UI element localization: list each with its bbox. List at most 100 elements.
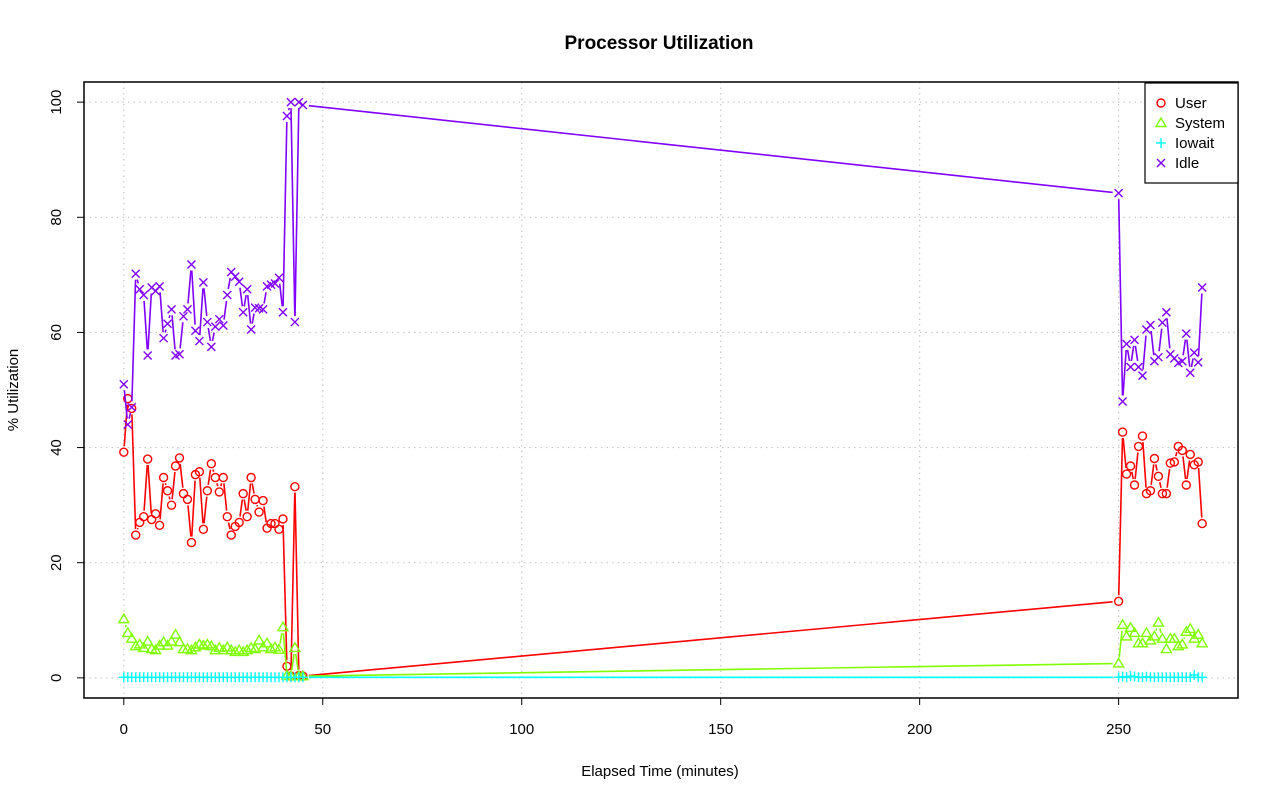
- data-point-user: [1133, 441, 1144, 452]
- data-point-user: [162, 486, 173, 496]
- data-point-system: [117, 612, 131, 624]
- data-point-user: [242, 511, 252, 522]
- data-point-user: [166, 500, 177, 510]
- data-point-system: [276, 620, 290, 632]
- data-point-user: [119, 447, 129, 457]
- legend-marker-user: [1156, 98, 1166, 108]
- plot-frame: [83, 81, 1239, 699]
- data-point-system: [1180, 625, 1193, 636]
- series-line-segment-idle: [159, 292, 164, 333]
- data-point-system: [185, 643, 198, 655]
- data-point-idle: [258, 304, 268, 314]
- series-line-segment-user: [1186, 460, 1191, 480]
- series-line-segment-user: [171, 471, 176, 500]
- data-point-user: [254, 507, 264, 517]
- series-line-segment-idle: [1166, 318, 1171, 349]
- legend-marker-system: [1154, 116, 1168, 128]
- data-point-user: [238, 488, 248, 499]
- data-point-idle: [242, 284, 252, 294]
- data-point-system: [189, 640, 202, 652]
- data-point-system: [272, 643, 286, 654]
- series-line-segment-idle: [128, 412, 132, 419]
- legend-label-user: User: [1175, 95, 1207, 112]
- data-point-user: [1165, 458, 1176, 468]
- data-point-idle: [1197, 283, 1207, 293]
- data-point-user: [274, 524, 284, 535]
- series-line-segment-idle: [1186, 339, 1191, 367]
- data-point-system: [1120, 630, 1133, 641]
- series-line-segment-system: [308, 662, 1113, 677]
- data-point-idle: [298, 100, 308, 110]
- series-line-segment-user: [243, 499, 247, 511]
- series-line-segment-user: [290, 492, 296, 671]
- series-line-segment-user: [207, 469, 212, 485]
- grid: [84, 82, 1238, 698]
- data-point-idle: [135, 284, 145, 294]
- legend-label-system: System: [1175, 115, 1225, 132]
- series-line-segment-idle: [171, 315, 176, 350]
- data-point-system: [133, 638, 146, 649]
- data-point-idle: [218, 321, 228, 331]
- data-point-system: [1195, 636, 1209, 648]
- data-point-idle: [123, 420, 133, 430]
- data-point-idle: [1118, 397, 1128, 407]
- data-point-user: [1185, 449, 1195, 460]
- data-point-system: [197, 639, 210, 650]
- data-point-user: [154, 520, 165, 530]
- series-line-segment-idle: [1134, 345, 1139, 362]
- data-point-user: [127, 403, 137, 414]
- series-line-segment-user: [223, 483, 228, 511]
- x-tick-label: 0: [120, 721, 128, 738]
- data-point-user: [138, 511, 149, 522]
- data-point-idle: [234, 277, 244, 287]
- data-point-system: [125, 632, 138, 643]
- series-line-segment-idle: [1122, 349, 1127, 396]
- y-tick-label: 20: [48, 554, 65, 571]
- series-line-segment-idle: [136, 279, 139, 284]
- data-point-system: [1184, 622, 1197, 634]
- data-point-system: [260, 636, 274, 648]
- series-line-segment-user: [1131, 471, 1135, 480]
- data-point-idle: [1114, 188, 1124, 198]
- series-line-segment-idle: [1197, 293, 1203, 357]
- series-line-segment-idle: [1126, 349, 1131, 362]
- series-line-segment-user: [294, 492, 300, 670]
- series-line-segment-user: [1150, 464, 1155, 485]
- data-point-idle: [246, 325, 256, 335]
- series-line-segment-idle: [147, 293, 153, 350]
- data-point-system: [121, 626, 134, 638]
- series-line-segment-idle: [278, 283, 284, 307]
- data-point-idle: [294, 97, 304, 107]
- series-line-segment-system: [290, 653, 295, 671]
- data-point-idle: [290, 317, 300, 327]
- data-point-user: [146, 514, 157, 525]
- series-line-segment-idle: [287, 107, 291, 111]
- data-point-user: [174, 453, 185, 463]
- series-line-segment-idle: [191, 270, 196, 325]
- data-point-idle: [182, 304, 192, 314]
- data-point-idle: [230, 272, 240, 282]
- series-line-segment-idle: [1130, 345, 1135, 362]
- data-point-user: [226, 530, 236, 540]
- data-point-system: [228, 645, 242, 657]
- data-point-user: [194, 467, 205, 477]
- series-line-segment-idle: [187, 270, 192, 304]
- series-line-segment-user: [1122, 437, 1127, 469]
- x-tick-label: 50: [314, 721, 331, 738]
- series-line-segment-idle: [211, 332, 215, 342]
- data-point-user: [1117, 427, 1128, 437]
- data-point-system: [1176, 638, 1189, 649]
- x-axis-label: Elapsed Time (minutes): [581, 763, 739, 780]
- data-point-user: [1129, 480, 1140, 490]
- series-line-segment-system: [1118, 630, 1123, 658]
- series-line-segment-user: [199, 477, 204, 524]
- data-point-user: [1181, 480, 1191, 490]
- series-line-segment-user: [164, 483, 167, 486]
- x-tick-label: 100: [509, 721, 534, 738]
- series-line-segment-user: [147, 465, 153, 514]
- data-point-idle: [131, 269, 141, 279]
- data-point-system: [217, 643, 230, 655]
- series-line-segment-system: [1155, 628, 1158, 631]
- data-point-system: [1140, 626, 1153, 638]
